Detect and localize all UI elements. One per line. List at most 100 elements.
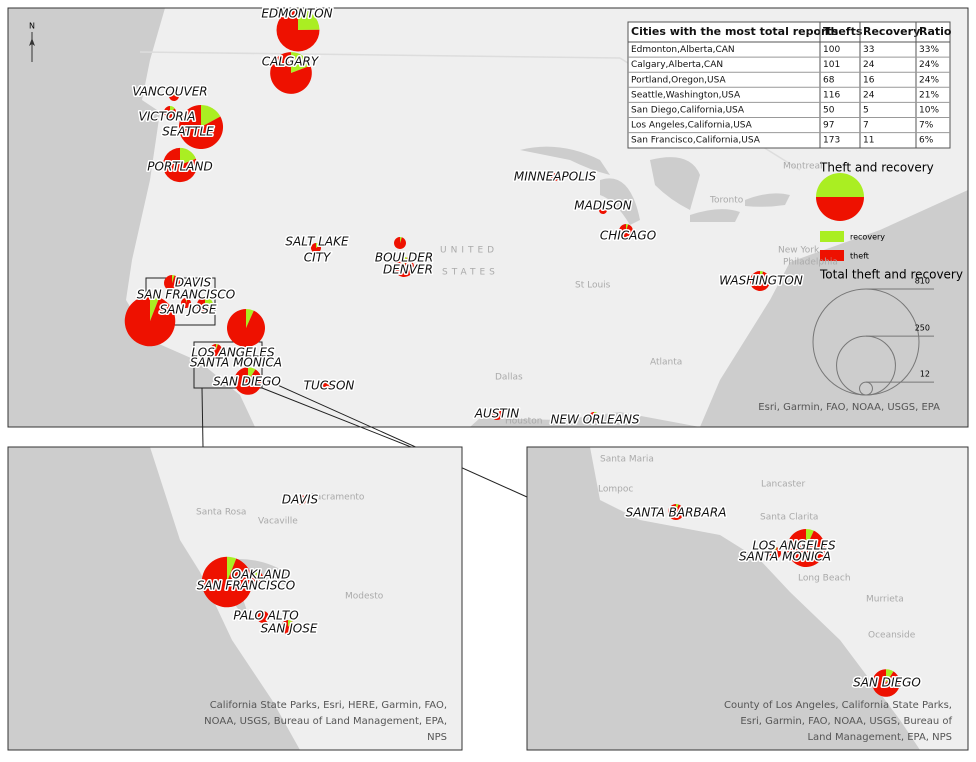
pie xyxy=(490,408,503,420)
pie-recovery xyxy=(174,91,177,96)
pie xyxy=(234,367,262,395)
pie xyxy=(311,243,321,254)
pie xyxy=(164,106,177,119)
table-cell: 101 xyxy=(823,60,840,70)
city-label: CALGARY xyxy=(262,55,320,69)
pie xyxy=(270,52,312,94)
pie-theft xyxy=(322,381,331,389)
basemap-label: Murrieta xyxy=(866,595,904,605)
connector xyxy=(261,377,528,498)
pie-theft xyxy=(270,52,312,94)
basemap-labels: Santa Rosa Vacaville Sacramento Modesto xyxy=(196,493,384,602)
basemap-label: Santa Maria xyxy=(600,455,654,465)
pie-recovery xyxy=(246,309,254,328)
pie xyxy=(668,504,684,520)
city-label: SANTA BARBARA xyxy=(626,506,727,520)
inset-box-la xyxy=(193,341,263,389)
pie-theft xyxy=(164,275,180,291)
attribution: Land Management, EPA, NPS xyxy=(807,732,952,743)
table-cell: 11 xyxy=(863,136,874,146)
pie-theft xyxy=(124,295,176,347)
pie-recovery xyxy=(497,408,501,414)
pie xyxy=(164,275,180,291)
city-label: SAN JOSE xyxy=(261,622,318,636)
city-label: SALT LAKE xyxy=(285,235,349,249)
table-cell: 10% xyxy=(919,105,939,115)
city-label: BOULDER xyxy=(375,251,433,265)
pie-theft xyxy=(296,495,306,505)
city-label: MADISON xyxy=(574,199,631,213)
basemap-label: Montreal xyxy=(783,162,823,172)
basemap-label: Sacramento xyxy=(310,493,365,503)
pie-recovery xyxy=(775,547,777,553)
basemap-label: Long Beach xyxy=(798,574,851,584)
city-label: SANTA MONICA xyxy=(190,356,282,370)
la-basemap xyxy=(527,447,968,750)
size-label: 810 xyxy=(915,277,930,286)
attribution: California State Parks, Esri, HERE, Garm… xyxy=(210,700,447,711)
pie-theft xyxy=(227,309,265,347)
pie xyxy=(281,620,296,635)
connector xyxy=(201,387,204,448)
pie-recovery xyxy=(301,495,303,500)
pie xyxy=(201,556,253,608)
pie xyxy=(769,547,782,559)
connector xyxy=(261,387,412,448)
legend-swatch xyxy=(820,231,844,242)
basemap-label: St Louis xyxy=(575,281,611,291)
basemap-label: Dallas xyxy=(495,373,523,383)
pie-recovery xyxy=(205,297,214,308)
city-label: WASHINGTON xyxy=(719,274,803,288)
basemap-label: Toronto xyxy=(709,196,744,206)
bay-frame xyxy=(7,446,463,751)
table-cell: Calgary,Alberta,CAN xyxy=(631,60,723,70)
pie xyxy=(162,147,198,183)
table-cell: 24% xyxy=(919,60,939,70)
legend-size-title: Total theft and recovery xyxy=(819,268,963,282)
basemap-label: Santa Clarita xyxy=(760,513,818,523)
table-cell: 24 xyxy=(863,90,875,100)
city-label: SANTA MONICA xyxy=(739,550,831,564)
pie xyxy=(598,206,607,215)
pie-recovery xyxy=(201,104,221,127)
table-cell: 116 xyxy=(823,90,840,100)
basemap-label: Houston xyxy=(505,417,542,427)
pie-recovery xyxy=(806,529,814,548)
pie xyxy=(169,91,180,102)
basemap-label: Atlanta xyxy=(650,358,682,368)
pie-recovery xyxy=(288,620,293,627)
basemap-label: New York xyxy=(778,246,820,256)
pie-theft xyxy=(234,367,262,395)
pie-theft xyxy=(769,547,782,559)
size-label: 250 xyxy=(915,324,930,333)
basemap-label: Vacaville xyxy=(258,517,298,527)
pie-theft xyxy=(394,237,407,250)
pie-theft xyxy=(201,556,253,608)
city-label: PORTLAND xyxy=(147,160,212,174)
pie-recovery xyxy=(180,147,196,165)
pie-theft xyxy=(210,344,223,356)
table-cell: 7 xyxy=(863,121,869,131)
pie xyxy=(787,529,825,567)
legend-pie xyxy=(816,197,864,221)
pie-recovery xyxy=(255,570,260,578)
attribution: NPS xyxy=(427,732,447,743)
size-label: 12 xyxy=(920,370,930,379)
table-cell: Edmonton,Alberta,CAN xyxy=(631,45,735,55)
basemap-label: Philadelphia xyxy=(783,258,838,268)
city-label: DENVER xyxy=(383,263,433,277)
pie xyxy=(257,611,270,623)
pie-theft xyxy=(787,529,825,567)
pie-theft xyxy=(872,669,900,697)
pie-recovery xyxy=(594,412,599,417)
attribution: County of Los Angeles, California State … xyxy=(724,700,952,711)
pie xyxy=(550,173,559,181)
legend-swatch xyxy=(820,250,844,261)
basemap-labels: UNITED STATES Montreal Toronto New York Phila… xyxy=(440,162,838,427)
pie-theft xyxy=(181,298,191,308)
city-label: AUSTIN xyxy=(474,407,519,421)
city-label: DAVIS xyxy=(282,493,319,507)
table-header: Cities with the most total reports xyxy=(631,25,839,38)
table-cell: 50 xyxy=(823,105,835,115)
